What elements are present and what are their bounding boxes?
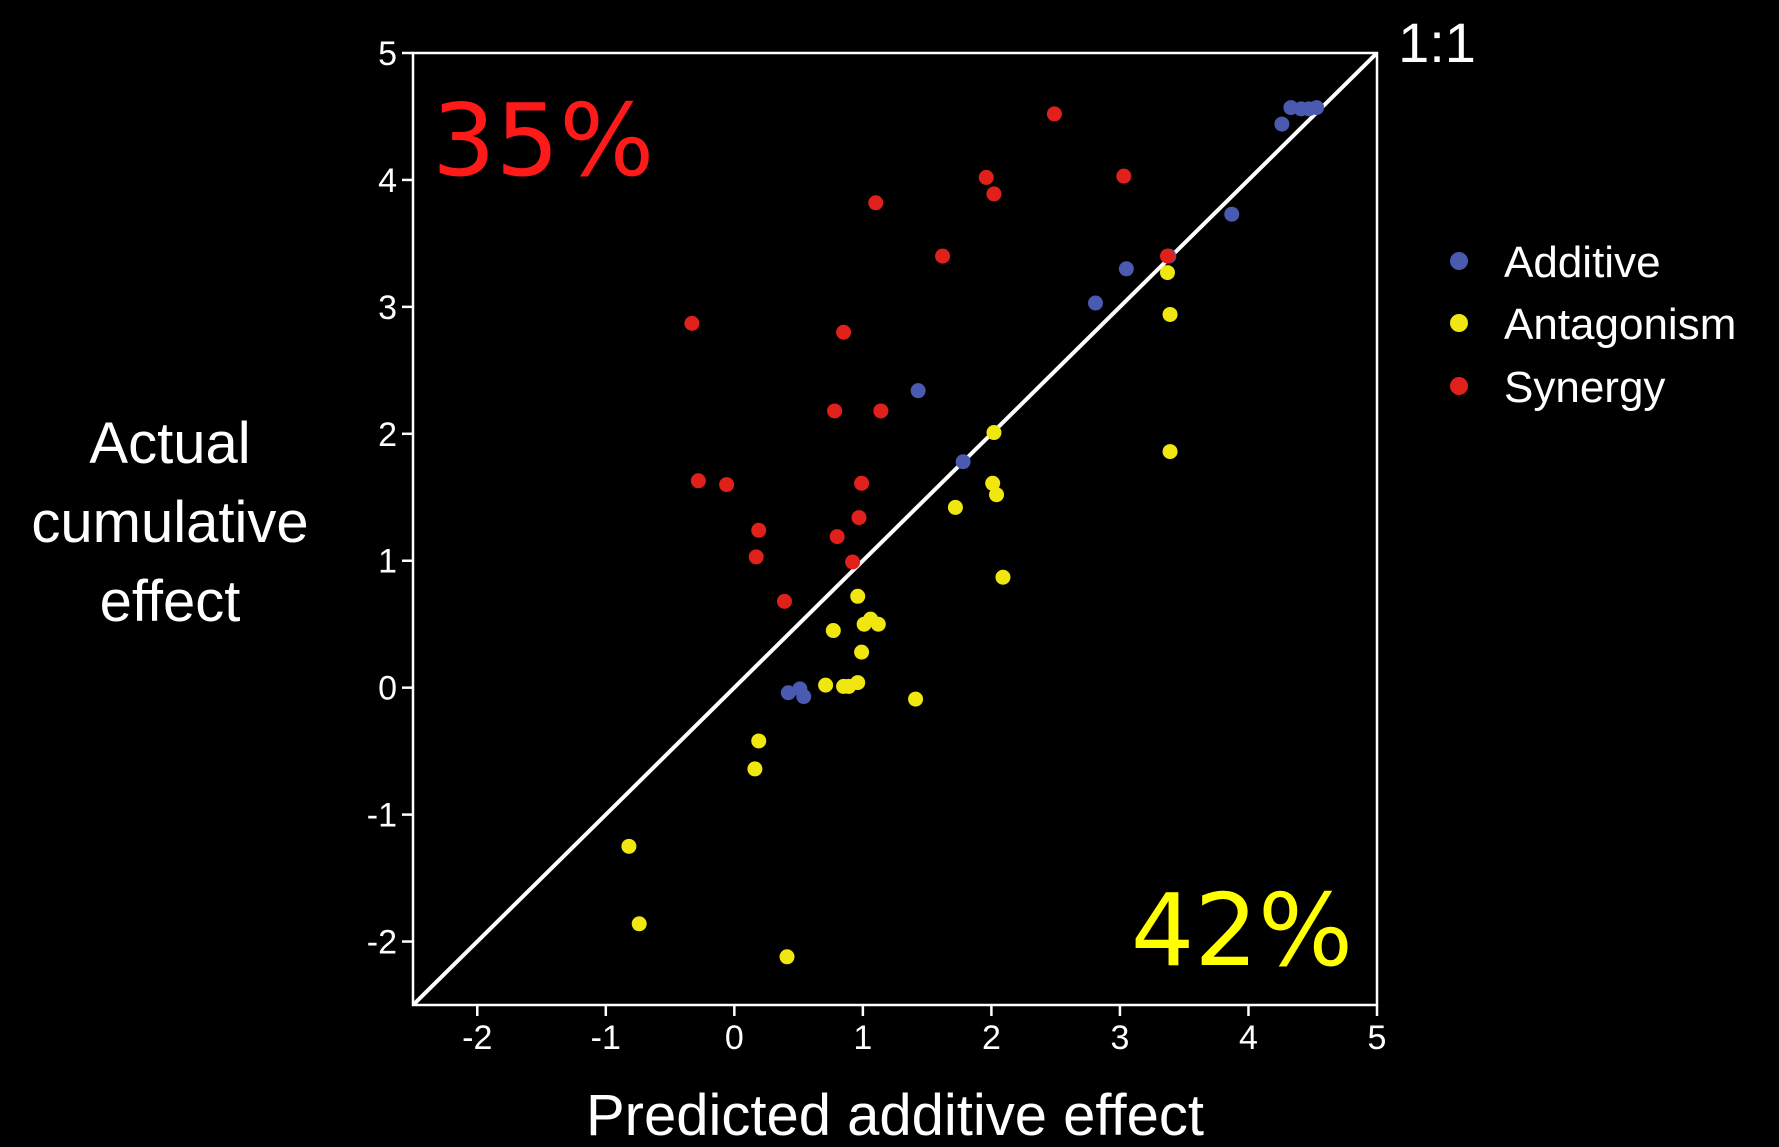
data-point-antagonism	[631, 916, 647, 932]
reference-line-1-to-1	[413, 53, 1377, 1005]
x-tick-label: 0	[725, 1019, 744, 1057]
y-tick-label: -1	[367, 797, 397, 835]
data-point-synergy	[978, 169, 994, 185]
data-point-additive	[1088, 295, 1104, 311]
y-tick-label: 4	[378, 162, 397, 200]
y-tick-label: 5	[378, 35, 397, 73]
data-point-synergy	[719, 477, 735, 493]
data-point-antagonism	[825, 623, 841, 639]
data-point-synergy	[748, 549, 764, 565]
data-point-synergy	[851, 510, 867, 526]
legend-label-synergy: Synergy	[1504, 363, 1665, 412]
data-point-additive	[1274, 116, 1290, 132]
plot-area-frame	[411, 51, 1379, 1007]
y-tick-label: 3	[378, 289, 397, 327]
data-point-additive	[1118, 261, 1134, 277]
data-point-synergy	[854, 475, 870, 491]
data-point-additive	[1224, 206, 1240, 222]
data-point-additive	[1309, 100, 1325, 116]
data-point-synergy	[873, 403, 889, 419]
data-point-antagonism	[621, 838, 637, 854]
data-point-synergy	[1116, 168, 1132, 184]
data-point-synergy	[836, 324, 852, 340]
data-point-antagonism	[1159, 265, 1175, 281]
data-point-synergy	[776, 593, 792, 609]
data-point-antagonism	[870, 616, 886, 632]
percent-annotation: 35%	[432, 82, 654, 199]
legend-marker-additive	[1450, 252, 1468, 270]
y-tick-label: 1	[378, 543, 397, 581]
data-point-antagonism	[986, 425, 1002, 441]
x-tick-label: -1	[591, 1019, 621, 1057]
data-point-synergy	[690, 473, 706, 489]
data-point-synergy	[986, 186, 1002, 202]
data-point-additive	[910, 383, 926, 399]
data-point-antagonism	[747, 761, 763, 777]
x-tick-label: 1	[853, 1019, 872, 1057]
x-tick-label: 3	[1110, 1019, 1129, 1057]
data-point-synergy	[829, 529, 845, 545]
reference-line-label: 1:1	[1398, 11, 1476, 74]
data-point-synergy	[1159, 248, 1175, 264]
legend-marker-synergy	[1450, 377, 1468, 395]
data-point-synergy	[751, 522, 767, 538]
data-point-antagonism	[908, 691, 924, 707]
data-point-antagonism	[751, 733, 767, 749]
data-point-synergy	[827, 403, 843, 419]
legend-marker-antagonism	[1450, 314, 1468, 332]
data-point-antagonism	[856, 616, 872, 632]
data-point-antagonism	[850, 588, 866, 604]
data-point-antagonism	[1162, 444, 1178, 460]
data-point-additive	[780, 685, 796, 701]
data-point-antagonism	[818, 677, 834, 693]
y-tick-label: 2	[378, 416, 397, 454]
data-point-antagonism	[779, 949, 795, 965]
x-tick-label: -2	[462, 1019, 492, 1057]
data-point-synergy	[935, 248, 951, 264]
data-point-antagonism	[850, 675, 866, 691]
x-tick-label: 4	[1239, 1019, 1258, 1057]
y-axis-title-line: Actual	[89, 411, 250, 476]
data-point-antagonism	[854, 644, 870, 660]
data-point-additive	[955, 454, 971, 470]
y-axis-title-line: effect	[100, 569, 241, 634]
y-axis-title-line: cumulative	[31, 490, 308, 555]
data-point-antagonism	[995, 569, 1011, 585]
x-axis-title: Predicted additive effect	[586, 1083, 1204, 1147]
data-point-antagonism	[985, 475, 1001, 491]
data-point-antagonism	[989, 487, 1005, 503]
data-point-antagonism	[1162, 306, 1178, 322]
data-point-synergy	[845, 554, 861, 570]
legend-label-antagonism: Antagonism	[1504, 300, 1736, 349]
y-tick-label: 0	[378, 670, 397, 708]
legend-label-additive: Additive	[1504, 238, 1661, 287]
x-tick-label: 2	[982, 1019, 1001, 1057]
data-point-synergy	[1046, 106, 1062, 122]
y-tick-label: -2	[367, 924, 397, 962]
data-point-antagonism	[947, 499, 963, 515]
data-point-synergy	[684, 315, 700, 331]
data-point-synergy	[868, 195, 884, 211]
percent-annotation: 42%	[1131, 872, 1353, 989]
x-tick-label: 5	[1368, 1019, 1387, 1057]
data-point-additive	[796, 689, 812, 705]
